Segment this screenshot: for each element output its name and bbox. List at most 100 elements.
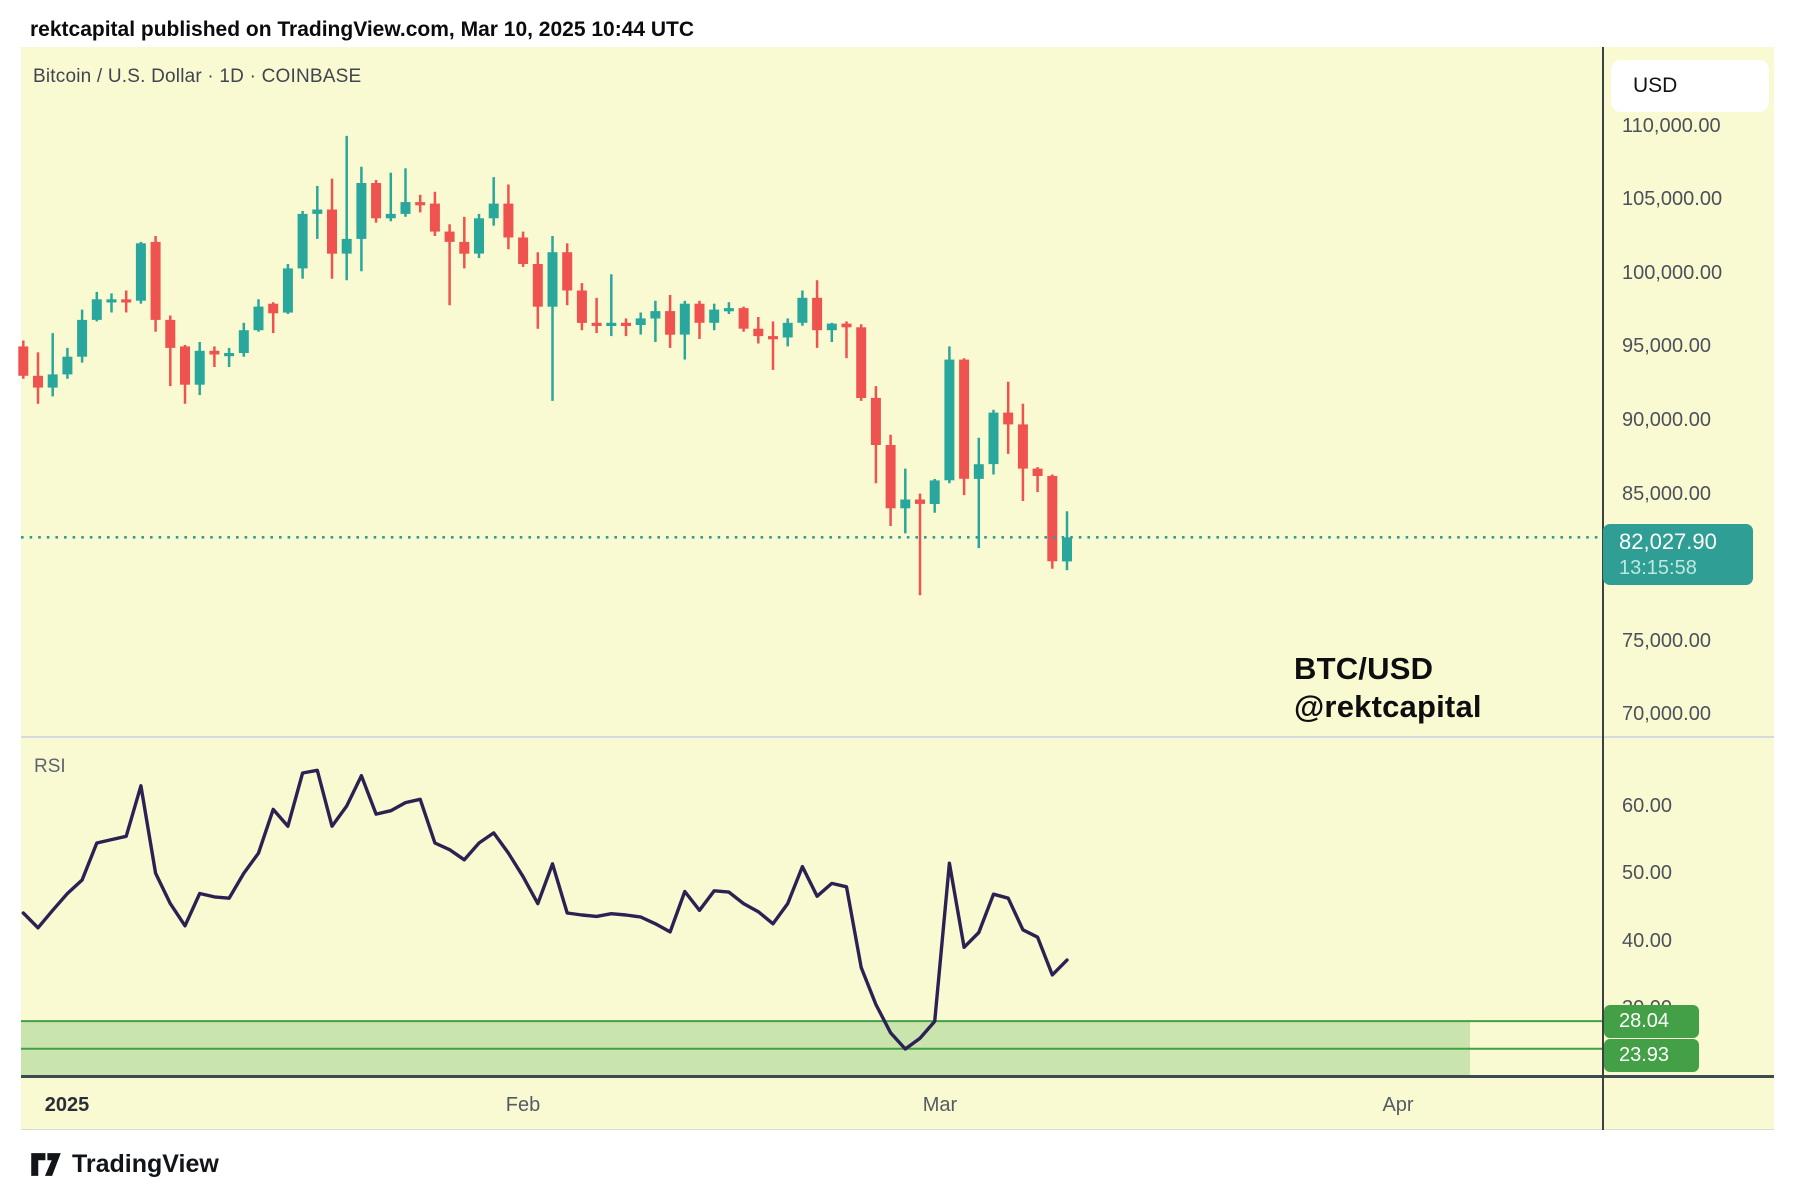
candle-body [709,309,720,323]
candle-body [768,336,778,340]
currency-toggle-button[interactable]: USD [1611,60,1769,112]
watermark-author: @rektcapital [1294,689,1482,724]
price-scale-label: 90,000.00 [1622,409,1711,431]
candle-body [444,231,455,242]
candle-body [915,499,925,504]
candle-body [1032,468,1043,476]
candle-body [988,412,999,465]
pane-divider[interactable] [21,736,1774,738]
candle-body [180,346,190,385]
candle-body [341,238,352,254]
last-price-value: 82,027.90 [1619,529,1717,554]
chart-symbol-title: Bitcoin / U.S. Dollar · 1D · COINBASE [33,66,362,87]
chart-bottom-edge [21,1129,1774,1130]
candle-body [1062,537,1072,562]
candle-body [165,319,176,348]
candle-body [841,323,852,328]
tradingview-wordmark: TradingView [72,1150,219,1178]
candle-body [356,183,367,239]
tradingview-logo-icon [31,1153,61,1176]
candle-body [150,241,161,320]
time-axis-label: Apr [1382,1094,1414,1116]
rsi-hline-badge-lower: 23.93 [1604,1039,1699,1072]
candle-body [856,327,867,398]
price-scale-label: 85,000.00 [1622,482,1711,505]
rsi-pane-bottom-border [21,1075,1774,1078]
candle-body [591,322,602,326]
watermark: BTC/USD @rektcapital [1294,650,1482,726]
candle-body [459,241,470,254]
candle-body [900,499,911,509]
candle-body [650,311,661,319]
candle-body [1003,412,1014,425]
chart-background [21,47,1774,1130]
candle-body [753,328,764,337]
candle-body [77,319,88,357]
time-axis-label: 2025 [44,1094,90,1116]
price-scale-label: 75,000.00 [1622,629,1711,652]
rsi-line [21,768,1069,1051]
candle-body [606,322,617,326]
candle-body [135,243,146,301]
candle-body [973,464,984,479]
candle-body [253,306,264,331]
candle-body [929,480,940,504]
last-price-badge: 82,027.90 13:15:58 [1603,524,1753,585]
candle-body [1047,475,1058,562]
candle-body [503,203,514,238]
candle-body [959,359,970,479]
candle-body [371,183,382,219]
candle-body [1017,424,1028,469]
candle-body [665,311,676,335]
candle-body [47,374,58,388]
candle-body [62,356,73,375]
candle-body [474,218,484,254]
candle-body [797,297,808,323]
candle-body [782,322,793,338]
candle-body [723,308,734,312]
candle-body [33,375,43,388]
candle-body [576,290,587,323]
candle-body [518,237,529,264]
candle-body [429,203,440,232]
published-attribution-line: rektcapital published on TradingView.com… [30,18,695,41]
candle-body [944,359,955,481]
candle-body [385,213,396,219]
candle-body [870,397,881,445]
candle-body [547,252,558,307]
price-scale-label: 95,000.00 [1622,335,1711,358]
candle-body [238,330,249,353]
rsi-scale-label: 60.00 [1622,795,1673,817]
price-axis-line[interactable] [1602,47,1604,1130]
rsi-scale-label: 40.00 [1622,929,1673,952]
candle-body [18,346,29,376]
candle-body [268,303,279,314]
candle-body [312,209,323,214]
candle-body [885,445,896,509]
candle-body [826,323,837,331]
currency-toggle-label: USD [1633,74,1678,97]
price-scale-label: 105,000.00 [1622,188,1723,211]
candle-body [738,308,749,329]
candle-body [621,322,631,326]
candle-body [415,202,426,206]
candle-body [106,299,117,303]
rsi-scale-label: 50.00 [1622,862,1673,885]
time-axis-label: Feb [505,1094,541,1116]
price-scale-label: 70,000.00 [1622,703,1711,726]
candle-body [121,299,132,303]
candle-body [327,209,337,254]
rsi-hline-badge-upper: 28.04 [1604,1005,1699,1038]
candle-body [224,353,235,357]
candle-body [297,213,308,269]
candle-body [488,203,499,219]
candle-body [679,303,690,335]
time-axis-label: Mar [922,1094,958,1116]
candle-body [400,202,411,214]
candle-body [562,252,573,291]
candle-body [812,297,823,331]
tradingview-footer[interactable]: TradingView [30,1150,219,1179]
candle-body [282,268,293,313]
